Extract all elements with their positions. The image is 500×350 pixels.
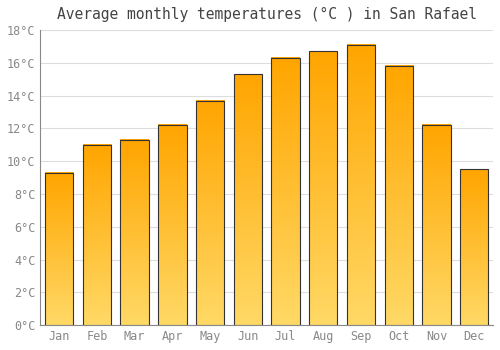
Bar (83, 145, 111, 325)
Bar (272, 58, 299, 325)
Bar (234, 74, 262, 325)
Bar (460, 169, 488, 325)
Bar (384, 66, 413, 325)
Bar (309, 51, 338, 325)
Bar (347, 45, 375, 325)
Bar (234, 74, 262, 325)
Bar (196, 100, 224, 325)
Bar (45, 173, 74, 325)
Bar (158, 125, 186, 325)
Bar (422, 125, 450, 325)
Bar (272, 58, 299, 325)
Bar (309, 51, 338, 325)
Bar (120, 140, 149, 325)
Bar (83, 145, 111, 325)
Bar (384, 66, 413, 325)
Bar (45, 173, 74, 325)
Bar (347, 45, 375, 325)
Bar (158, 125, 186, 325)
Bar (196, 100, 224, 325)
Bar (460, 169, 488, 325)
Bar (120, 140, 149, 325)
Bar (422, 125, 450, 325)
Title: Average monthly temperatures (°C ) in San Rafael: Average monthly temperatures (°C ) in Sa… (56, 7, 476, 22)
